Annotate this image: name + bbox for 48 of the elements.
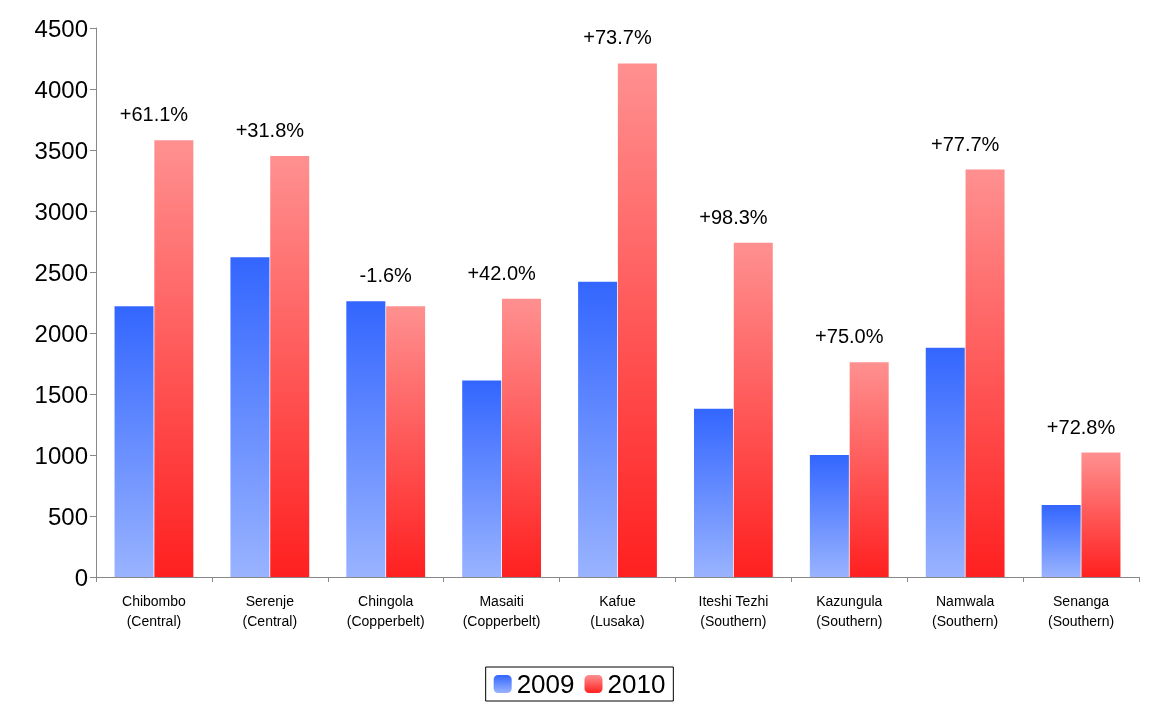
bar — [578, 281, 618, 577]
y-tick-label: 2500 — [34, 258, 88, 286]
x-tick-label: Chingola (Copperbelt) — [346, 593, 425, 629]
x-tick-label: Serenje (Central) — [242, 593, 298, 629]
bar — [230, 257, 270, 577]
y-tick-label: 4500 — [34, 14, 88, 42]
legend-label: 2010 — [607, 669, 666, 699]
x-tick-label: Masaiti (Copperbelt) — [462, 593, 541, 629]
y-tick-label: 0 — [74, 563, 88, 591]
annotation: +42.0% — [467, 261, 537, 284]
bar — [386, 306, 426, 577]
x-tick-label: Iteshi Tezhi (Southern) — [698, 593, 769, 629]
bar — [114, 306, 154, 577]
bar — [462, 380, 502, 577]
bar — [849, 362, 889, 577]
bar — [1081, 452, 1121, 577]
x-tick-label: Kazungula (Southern) — [816, 593, 883, 629]
annotation: +31.8% — [235, 119, 305, 142]
bar — [270, 156, 310, 577]
annotation: +72.8% — [1046, 415, 1116, 438]
y-tick-label: 3500 — [34, 136, 88, 164]
annotation: +61.1% — [119, 103, 189, 126]
bar — [617, 63, 657, 577]
y-tick-label: 1000 — [34, 441, 88, 469]
x-tick-label: Chibombo (Central) — [122, 593, 187, 629]
bar — [1041, 505, 1081, 577]
y-tick-label: 1500 — [34, 380, 88, 408]
annotation: -1.6% — [359, 264, 413, 287]
x-tick-label: Namwala (Southern) — [932, 593, 999, 629]
annotation: +77.7% — [930, 132, 1000, 155]
annotation: +98.3% — [699, 205, 768, 228]
y-tick-label: 3000 — [34, 197, 88, 225]
bar — [502, 298, 542, 577]
bar — [965, 169, 1005, 577]
bar — [154, 140, 194, 577]
bar — [809, 455, 849, 577]
bar — [693, 408, 733, 577]
annotation: +73.7% — [583, 26, 652, 49]
legend-label: 2009 — [516, 669, 575, 699]
y-tick-label: 500 — [47, 502, 88, 530]
y-tick-label: 4000 — [34, 75, 88, 103]
x-tick-label: Kafue (Lusaka) — [590, 593, 645, 629]
bar — [346, 301, 386, 577]
x-tick-label: Senanga (Southern) — [1047, 593, 1115, 629]
y-tick-label: 2000 — [34, 319, 88, 347]
annotation: +75.0% — [815, 325, 884, 348]
bar — [925, 347, 965, 577]
bar — [733, 242, 773, 577]
